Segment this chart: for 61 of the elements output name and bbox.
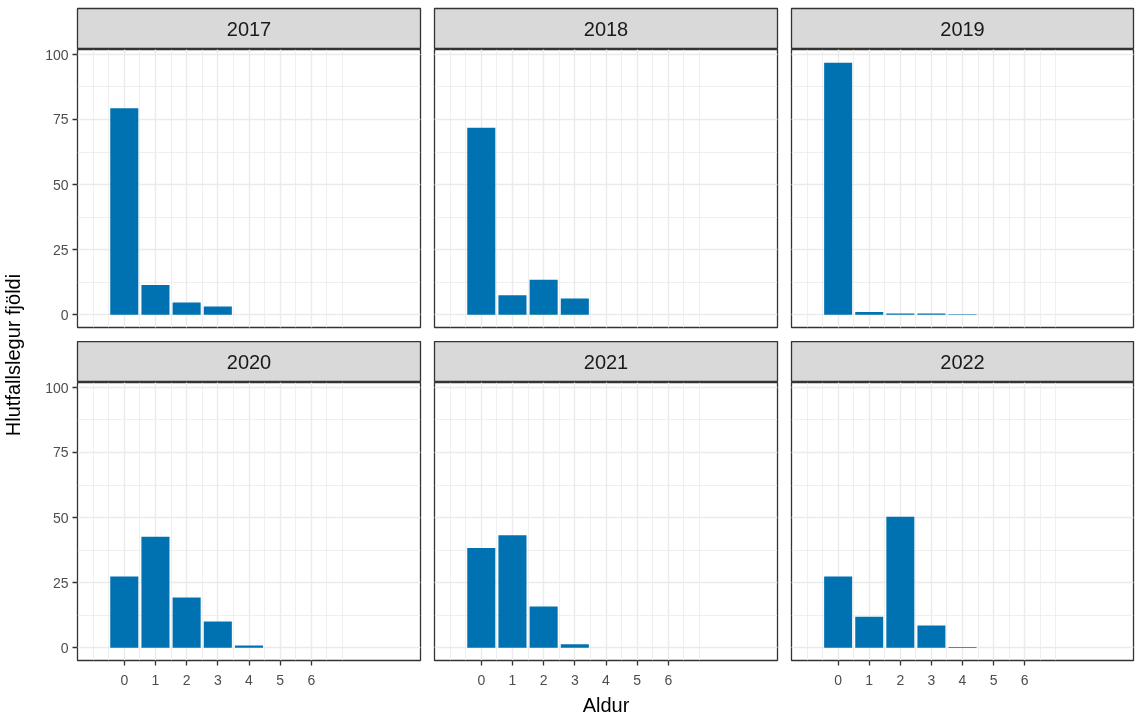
bar <box>467 127 496 315</box>
x-tick-label: 5 <box>276 671 285 688</box>
x-tick-label: 2 <box>539 671 548 688</box>
bar <box>886 516 915 648</box>
bar <box>141 536 170 648</box>
y-tick-label: 100 <box>45 379 69 396</box>
x-tick-label: 4 <box>958 671 967 688</box>
y-tick-label: 75 <box>52 444 69 461</box>
bar <box>529 279 558 315</box>
x-tick-label: 0 <box>834 671 843 688</box>
bar <box>172 597 201 648</box>
chart-title: 2021 <box>583 351 629 373</box>
y-tick-label: 25 <box>52 241 69 258</box>
x-tick-label: 1 <box>865 671 874 688</box>
x-tick-label: 0 <box>120 671 129 688</box>
bar <box>855 312 884 315</box>
y-tick-label: 75 <box>52 111 69 128</box>
bar <box>824 576 853 648</box>
x-tick-label: 2 <box>896 671 905 688</box>
bar <box>917 625 946 648</box>
y-tick-label: 50 <box>52 509 69 526</box>
x-tick-label: 2 <box>182 671 191 688</box>
x-tick-label: 5 <box>633 671 642 688</box>
bar <box>498 295 527 315</box>
bar <box>824 62 853 315</box>
x-tick-label: 5 <box>989 671 998 688</box>
x-tick-label: 6 <box>664 671 673 688</box>
x-tick-label: 6 <box>307 671 316 688</box>
bar <box>560 298 589 315</box>
bar <box>110 108 139 315</box>
bar <box>560 644 589 648</box>
chart-title: 2020 <box>226 351 272 373</box>
bar <box>855 616 884 648</box>
y-tick-label: 25 <box>52 574 69 591</box>
y-tick-label: 100 <box>45 46 69 63</box>
chart-title: 2018 <box>583 18 629 40</box>
bar <box>141 284 170 315</box>
bar <box>110 576 139 648</box>
chart-title: 2022 <box>940 351 985 373</box>
x-axis-title: Aldur <box>582 693 630 716</box>
x-tick-label: 4 <box>602 671 611 688</box>
bar <box>203 621 232 648</box>
x-tick-label: 6 <box>1020 671 1029 688</box>
y-tick-label: 0 <box>60 639 69 656</box>
x-tick-label: 4 <box>245 671 254 688</box>
bar <box>529 606 558 648</box>
y-tick-label: 0 <box>60 306 69 323</box>
bar <box>172 302 201 315</box>
bar <box>203 306 232 315</box>
x-tick-label: 0 <box>477 671 486 688</box>
x-tick-label: 1 <box>508 671 517 688</box>
bar <box>467 548 496 648</box>
x-tick-label: 3 <box>213 671 222 688</box>
chart-title: 2017 <box>226 18 272 40</box>
x-tick-label: 1 <box>151 671 160 688</box>
bar <box>498 535 527 648</box>
y-axis-title: Hlutfallslegur fjöldi <box>2 273 25 437</box>
x-tick-label: 3 <box>927 671 936 688</box>
y-tick-label: 50 <box>52 176 69 193</box>
chart-title: 2019 <box>940 18 985 40</box>
x-tick-label: 3 <box>570 671 579 688</box>
